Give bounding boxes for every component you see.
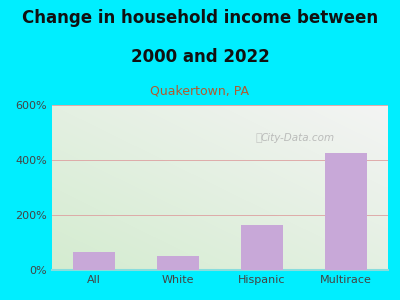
Bar [325, 153, 367, 270]
Text: Change in household income between: Change in household income between [22, 9, 378, 27]
Text: ⓘ: ⓘ [255, 133, 262, 143]
Bar [241, 226, 283, 270]
Text: Quakertown, PA: Quakertown, PA [150, 84, 250, 97]
Text: 2000 and 2022: 2000 and 2022 [131, 48, 269, 66]
Bar [157, 256, 199, 270]
Text: City-Data.com: City-Data.com [260, 133, 334, 143]
Bar [73, 252, 115, 270]
